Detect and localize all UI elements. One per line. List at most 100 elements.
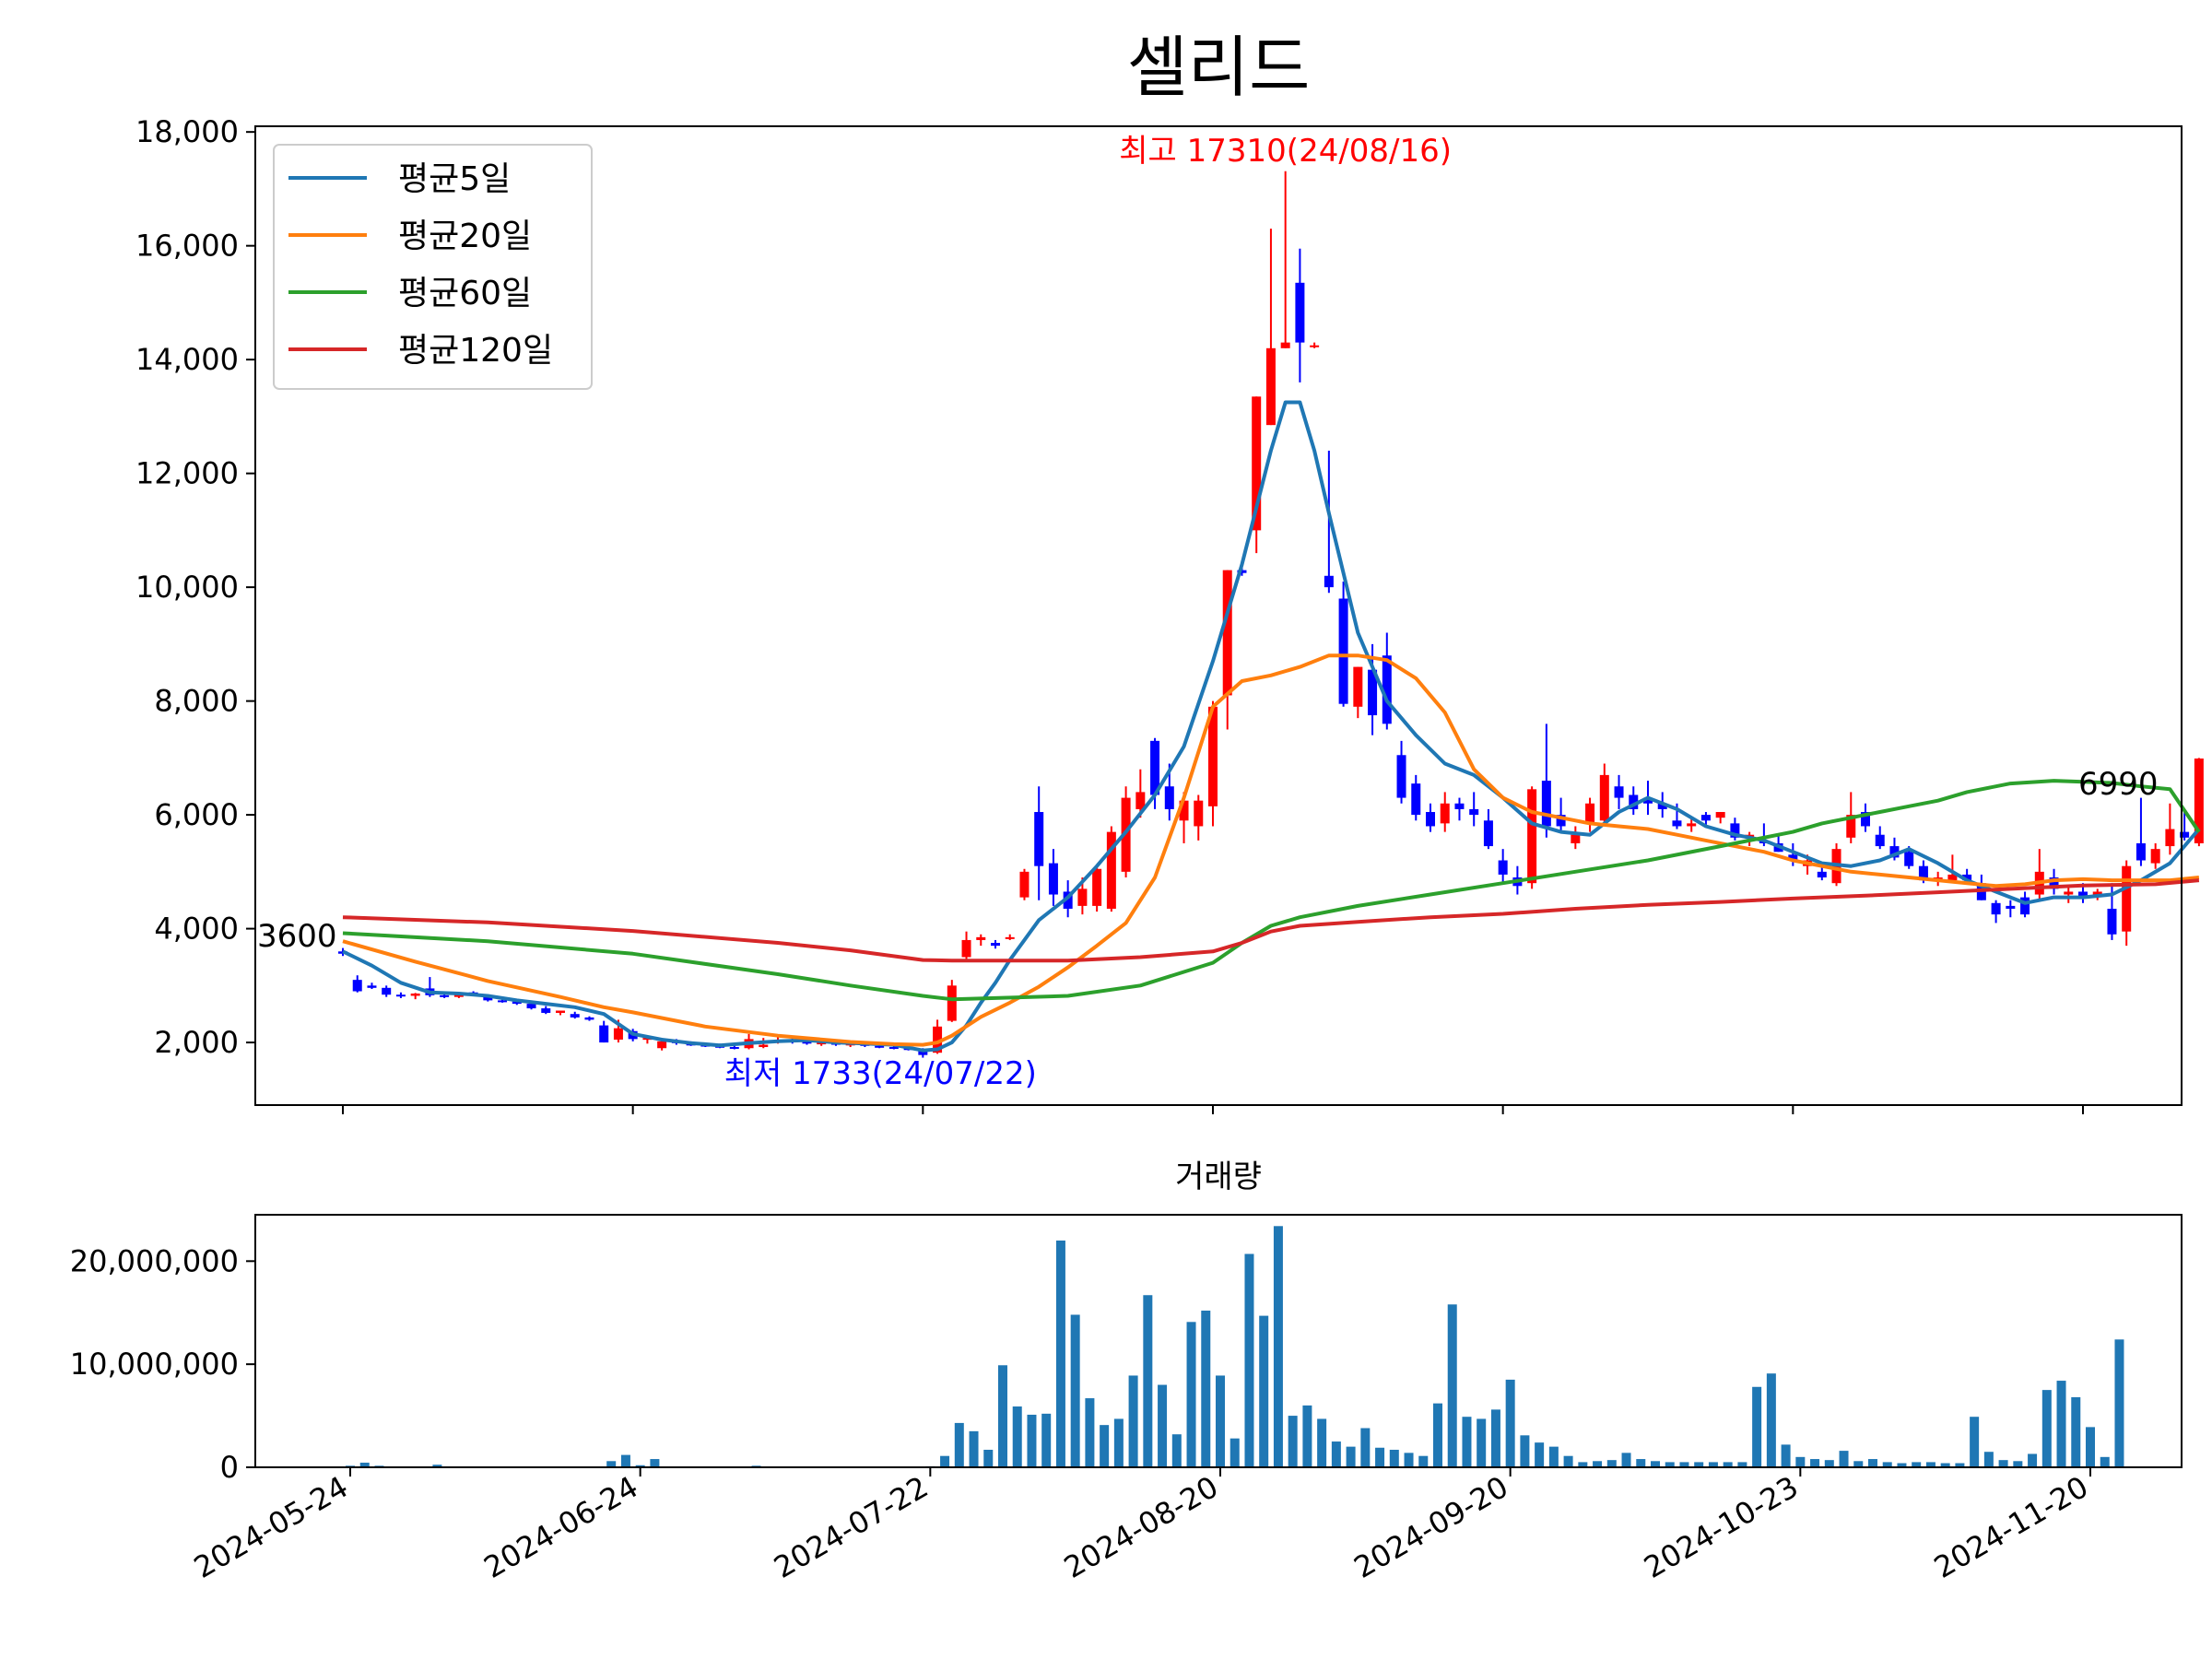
volume-bar bbox=[1244, 1253, 1254, 1467]
candle-body bbox=[1585, 803, 1595, 824]
volume-bar bbox=[1085, 1398, 1095, 1467]
candle bbox=[1338, 581, 1348, 707]
legend-label: 평균20일 bbox=[398, 218, 532, 255]
candle-body bbox=[1498, 860, 1508, 875]
candle-body bbox=[367, 985, 377, 988]
volume-bar bbox=[1810, 1459, 1820, 1467]
y-tick-label: 12,000 bbox=[135, 456, 239, 491]
candle bbox=[1571, 826, 1581, 850]
legend-item: 평균5일 bbox=[288, 160, 511, 198]
volume-bar bbox=[1535, 1442, 1545, 1467]
legend-item: 평균20일 bbox=[288, 218, 532, 255]
candle-body bbox=[526, 1004, 536, 1009]
volume-bar bbox=[1070, 1314, 1080, 1467]
candle bbox=[1483, 808, 1493, 850]
candle bbox=[1194, 794, 1204, 841]
candle-body bbox=[729, 1047, 739, 1050]
candle bbox=[1817, 865, 1827, 881]
y-tick-label: 6,000 bbox=[154, 797, 239, 832]
candle-body bbox=[1396, 755, 1406, 798]
candle-body bbox=[395, 994, 406, 997]
candle-body bbox=[1904, 852, 1914, 866]
volume-bar bbox=[1128, 1375, 1138, 1467]
volume-title: 거래량 bbox=[1175, 1159, 1262, 1195]
volume-bar bbox=[635, 1465, 645, 1467]
legend-item: 평균120일 bbox=[288, 332, 553, 370]
candle-body bbox=[2006, 905, 2016, 909]
volume-bar bbox=[1925, 1462, 1936, 1467]
candle bbox=[1353, 666, 1363, 719]
candle-body bbox=[1179, 800, 1189, 821]
candle-body bbox=[1005, 936, 1015, 939]
candle bbox=[395, 992, 406, 998]
candle-body bbox=[1368, 669, 1378, 716]
chart-title: 셀리드 bbox=[1127, 29, 1311, 106]
candle-body bbox=[2180, 831, 2190, 838]
volume-bar bbox=[983, 1449, 994, 1467]
y-tick-label: 8,000 bbox=[154, 684, 239, 719]
candle-body bbox=[1672, 820, 1682, 827]
candle-body bbox=[382, 987, 392, 995]
candle bbox=[1324, 450, 1334, 594]
candle bbox=[1135, 769, 1146, 818]
candle-body bbox=[1846, 815, 1856, 838]
volume-bar bbox=[1781, 1444, 1791, 1467]
volume-bar bbox=[1897, 1463, 1907, 1467]
volume-bar bbox=[2100, 1456, 2110, 1467]
candle-body bbox=[875, 1045, 885, 1048]
candle bbox=[570, 1011, 580, 1019]
volume-bar bbox=[1477, 1418, 1487, 1467]
candle-body bbox=[453, 994, 464, 997]
candle-body bbox=[613, 1028, 623, 1040]
y-tick-label: 2,000 bbox=[154, 1025, 239, 1060]
candle bbox=[2006, 900, 2016, 918]
volume-bar bbox=[359, 1462, 370, 1467]
legend-item: 평균60일 bbox=[288, 275, 532, 312]
candle-body bbox=[1324, 575, 1334, 588]
candle-body bbox=[440, 994, 450, 997]
candle-body bbox=[1222, 570, 1232, 696]
candle bbox=[1991, 900, 2001, 924]
candle-body bbox=[1657, 803, 1667, 809]
volume-bar bbox=[1273, 1226, 1283, 1467]
ma-line bbox=[342, 779, 2201, 1002]
candle-body bbox=[1265, 347, 1276, 426]
volume-bar bbox=[1186, 1322, 1196, 1467]
candle-body bbox=[759, 1044, 769, 1048]
volume-bar bbox=[2114, 1339, 2124, 1467]
candle-body bbox=[1092, 868, 1102, 906]
volume-bar bbox=[2028, 1453, 2038, 1467]
candle-body bbox=[483, 996, 493, 1001]
volume-bar bbox=[1462, 1417, 1472, 1467]
y-tick-label: 4,000 bbox=[154, 912, 239, 947]
candle bbox=[1454, 797, 1465, 821]
candle-body bbox=[556, 1010, 565, 1013]
candle bbox=[1208, 700, 1218, 827]
volume-bar bbox=[940, 1455, 950, 1467]
volume-bar bbox=[1375, 1447, 1385, 1467]
volume-bar bbox=[1723, 1462, 1733, 1467]
volume-bar bbox=[1041, 1413, 1052, 1467]
candle-body bbox=[1730, 823, 1740, 838]
candle-body bbox=[1208, 706, 1218, 806]
candle bbox=[2180, 808, 2190, 841]
candle-body bbox=[817, 1042, 827, 1045]
volume-bar bbox=[2041, 1390, 2052, 1467]
candle-body bbox=[2150, 849, 2160, 864]
volume-bar bbox=[1158, 1384, 1168, 1467]
candle-body bbox=[1106, 831, 1116, 909]
volume-bar bbox=[1694, 1462, 1704, 1467]
volume-bar bbox=[1331, 1441, 1341, 1467]
candle-body bbox=[2136, 842, 2146, 861]
candle-body bbox=[2064, 891, 2074, 895]
volume-bar bbox=[1593, 1461, 1603, 1467]
candle-body bbox=[1382, 655, 1392, 724]
candle bbox=[2165, 803, 2175, 855]
candle-body bbox=[1411, 783, 1421, 816]
candle bbox=[1469, 792, 1479, 827]
volume-bar bbox=[1418, 1455, 1429, 1467]
candle bbox=[1252, 396, 1262, 554]
candle-body bbox=[2194, 758, 2204, 843]
candle bbox=[1687, 818, 1697, 832]
